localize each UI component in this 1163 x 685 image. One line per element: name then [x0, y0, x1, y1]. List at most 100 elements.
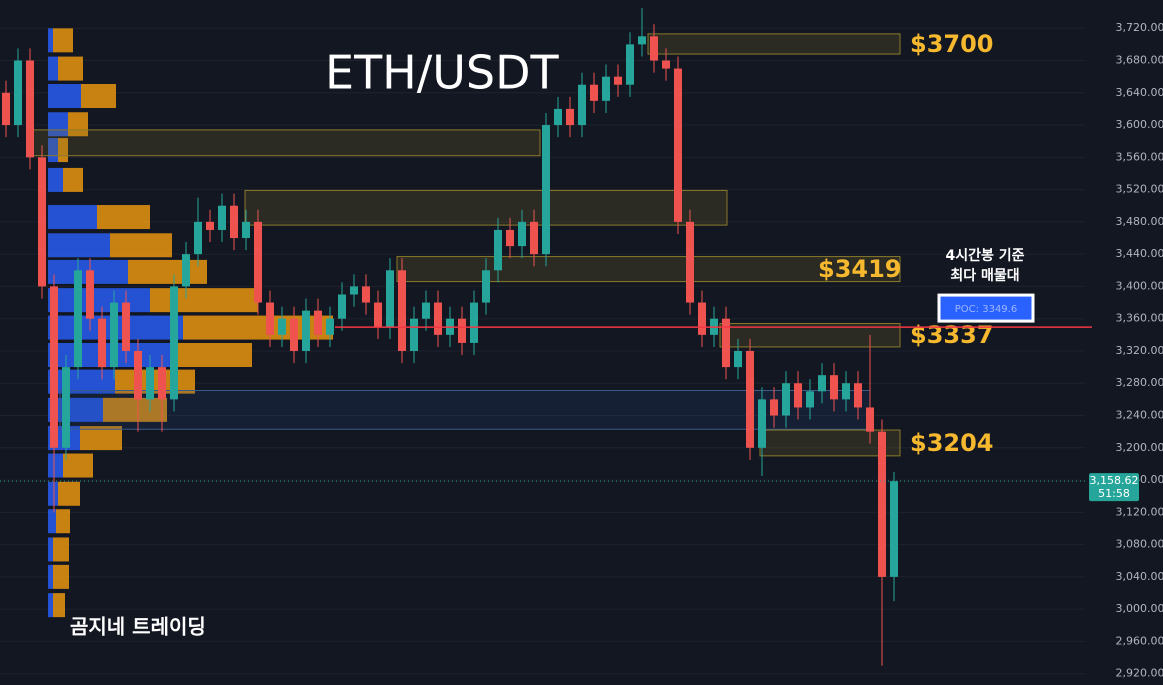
- zone: [719, 323, 901, 348]
- zone: [396, 256, 901, 283]
- profile-buy: [48, 167, 63, 192]
- candle-body: [746, 350, 754, 448]
- candle-body: [434, 302, 442, 335]
- y-tick-label: 3,680.00: [1116, 54, 1163, 67]
- candle-body: [302, 310, 310, 351]
- candle-body: [230, 205, 238, 239]
- zone-label: $3419: [818, 255, 902, 283]
- candle-body: [470, 302, 478, 343]
- y-tick-label: 3,080.00: [1116, 538, 1163, 551]
- candle-body: [758, 399, 766, 448]
- profile-buy: [48, 453, 63, 478]
- profile-sell: [53, 537, 69, 562]
- profile-sell: [110, 233, 172, 258]
- profile-buy: [48, 537, 53, 562]
- candle-body: [146, 367, 154, 400]
- y-tick-label: 3,720.00: [1116, 21, 1163, 34]
- candle-body: [506, 229, 514, 247]
- y-tick-label: 3,440.00: [1116, 247, 1163, 260]
- candle-body: [650, 36, 658, 61]
- zone: [759, 429, 901, 457]
- candle-body: [74, 270, 82, 368]
- last-price-label: 3,158.62: [1090, 474, 1139, 487]
- poc-label: POC: 3349.6: [955, 304, 1017, 315]
- y-tick-label: 3,360.00: [1116, 312, 1163, 325]
- candle-body: [14, 60, 22, 126]
- candle-body: [722, 318, 730, 368]
- profile-sell: [97, 205, 150, 230]
- y-tick-label: 3,600.00: [1116, 118, 1163, 131]
- candle-body: [830, 375, 838, 400]
- candle-body: [890, 481, 898, 577]
- candle-body: [206, 221, 214, 230]
- poc-box: [937, 293, 1035, 323]
- poc-note: 최다 매물대: [950, 268, 1019, 284]
- candle-body: [38, 157, 46, 287]
- y-tick-label: 3,520.00: [1116, 183, 1163, 196]
- candle-body: [362, 286, 370, 303]
- y-tick-label: 3,000.00: [1116, 602, 1163, 615]
- plot-layer: [0, 8, 1085, 675]
- y-tick-label: 3,480.00: [1116, 215, 1163, 228]
- candle-body: [734, 350, 742, 368]
- profile-sell: [103, 397, 167, 422]
- profile-buy: [48, 84, 81, 109]
- profile-buy: [48, 56, 58, 81]
- profile-sell: [170, 343, 252, 368]
- candle-body: [338, 294, 346, 319]
- candle-body: [314, 310, 322, 335]
- candle-body: [134, 350, 142, 400]
- candle-body: [530, 221, 538, 255]
- profile-buy: [48, 288, 150, 313]
- candle-body: [326, 318, 334, 335]
- profile-sell: [183, 315, 333, 340]
- candle-body: [26, 60, 34, 158]
- zone: [29, 129, 541, 157]
- candle-body: [386, 270, 394, 327]
- candle-body: [374, 302, 382, 327]
- profile-sell: [58, 138, 68, 163]
- watermark: 곰지네 트레이딩: [70, 615, 206, 639]
- candle-body: [686, 221, 694, 303]
- candle-body: [518, 221, 526, 247]
- zone: [244, 189, 728, 226]
- profile-sell: [115, 369, 195, 394]
- profile-buy: [48, 28, 53, 53]
- y-tick-label: 3,280.00: [1116, 376, 1163, 389]
- candle-body: [278, 318, 286, 335]
- profile-sell: [56, 509, 70, 534]
- candle-body: [170, 286, 178, 400]
- candle-body: [422, 302, 430, 319]
- candle-body: [818, 375, 826, 392]
- candle-body: [626, 44, 634, 85]
- y-tick-label: 3,640.00: [1116, 86, 1163, 99]
- profile-sell: [81, 84, 116, 109]
- y-tick-label: 3,120.00: [1116, 505, 1163, 518]
- y-tick-label: 2,920.00: [1116, 667, 1163, 680]
- profile-buy: [48, 205, 97, 230]
- candle-body: [554, 108, 562, 126]
- candle-body: [218, 205, 226, 230]
- zone: [59, 390, 871, 430]
- candle-body: [662, 60, 670, 69]
- candle-body: [602, 76, 610, 101]
- candle-body: [122, 302, 130, 351]
- candle-body: [578, 84, 586, 126]
- y-tick-label: 3,240.00: [1116, 409, 1163, 422]
- profile-sell: [63, 167, 83, 192]
- candle-body: [86, 270, 94, 319]
- candle-body: [806, 391, 814, 408]
- candle-body: [482, 270, 490, 303]
- candle-body: [566, 108, 574, 126]
- candle-body: [698, 302, 706, 335]
- profile-sell: [80, 426, 122, 451]
- profile-buy: [48, 509, 56, 534]
- candle-body: [242, 221, 250, 239]
- chart-title: ETH/USDT: [325, 46, 560, 100]
- candle-body: [62, 367, 70, 448]
- profile-buy: [48, 481, 58, 506]
- zone-label: $3337: [910, 321, 994, 349]
- candle-body: [254, 221, 262, 303]
- profile-sell: [58, 481, 80, 506]
- profile-sell: [53, 593, 65, 618]
